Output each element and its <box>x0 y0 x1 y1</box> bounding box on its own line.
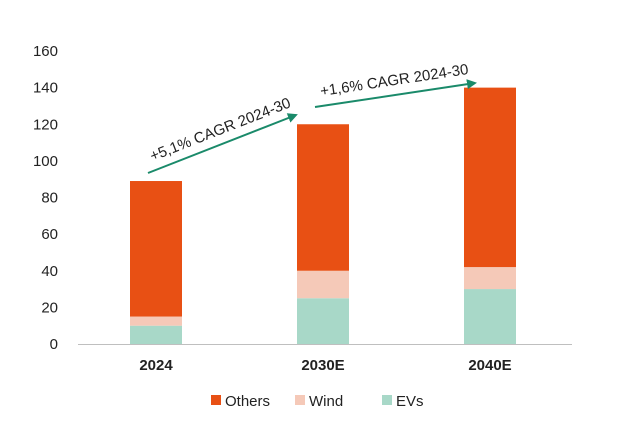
legend-swatch <box>382 395 392 405</box>
y-tick-label: 100 <box>33 153 58 170</box>
legend-label: Others <box>225 393 270 410</box>
bar-wind-2030e <box>297 270 349 299</box>
bar-wind-2024 <box>130 316 182 326</box>
legend-label: Wind <box>309 393 343 410</box>
legend-item-wind[interactable]: Wind <box>295 393 343 410</box>
legend-item-evs[interactable]: EVs <box>382 393 424 410</box>
y-tick-label: 20 <box>41 299 58 316</box>
y-tick-label: 80 <box>41 190 58 207</box>
bar-others-2024 <box>130 181 182 317</box>
bars-group <box>130 87 516 344</box>
legend-swatch <box>211 395 221 405</box>
cagr-arrow <box>314 79 477 108</box>
legend[interactable]: Others Wind EVs <box>211 393 424 410</box>
bar-others-2030e <box>297 124 349 271</box>
y-tick-label: 160 <box>33 43 58 60</box>
x-axis: 2024 2030E 2040E <box>78 344 572 374</box>
x-tick-label: 2024 <box>139 357 173 374</box>
cagr-arrow <box>147 113 298 174</box>
cagr-label: +5,1% CAGR 2024-30 <box>148 95 294 165</box>
bar-evs-2030e <box>297 298 349 344</box>
legend-label: EVs <box>396 393 424 410</box>
legend-item-others[interactable]: Others <box>211 393 270 410</box>
x-tick-label: 2040E <box>468 357 511 374</box>
y-tick-label: 40 <box>41 263 58 280</box>
legend-swatch <box>295 395 305 405</box>
bar-wind-2040e <box>464 267 516 290</box>
bar-others-2040e <box>464 87 516 268</box>
y-axis: 0 20 40 60 80 100 120 140 160 <box>33 43 58 353</box>
bar-evs-2024 <box>130 325 182 344</box>
bar-evs-2040e <box>464 289 516 344</box>
y-tick-label: 0 <box>50 336 58 353</box>
y-tick-label: 140 <box>33 80 58 97</box>
x-tick-label: 2030E <box>301 357 344 374</box>
y-tick-label: 60 <box>41 226 58 243</box>
y-tick-label: 120 <box>33 116 58 133</box>
